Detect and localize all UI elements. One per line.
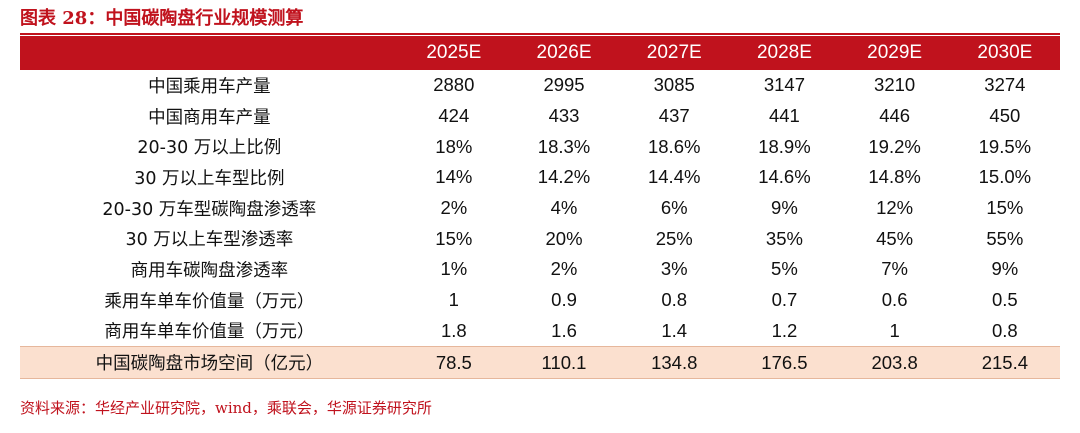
table-cell: 78.5 <box>398 346 509 379</box>
table-cell: 35% <box>765 227 803 249</box>
table-cell: 9% <box>991 258 1019 280</box>
table-cell: 3274 <box>984 74 1026 96</box>
header-cell-year: 2028E <box>729 36 840 70</box>
header-cell-year: 2029E <box>839 36 950 70</box>
table-row: 中国商用车产量 424 433 437 441 446 450 <box>20 101 1060 132</box>
table-cell: 1 <box>448 289 459 311</box>
row-label: 中国商用车产量 <box>148 107 271 128</box>
table-cell: 3% <box>660 258 688 280</box>
header-cell-label <box>20 36 399 70</box>
table-cell: 18.9% <box>758 135 811 157</box>
table-header-row: 2025E 2026E 2027E 2028E 2029E 2030E <box>20 36 1060 70</box>
table-cell: 14.2% <box>537 166 591 188</box>
table-cell: 203.8 <box>839 346 950 379</box>
market-size-table: 2025E 2026E 2027E 2028E 2029E 2030E 中国乘用… <box>20 36 1060 379</box>
table-cell: 215.4 <box>949 346 1060 379</box>
header-cell-year: 2026E <box>508 36 620 70</box>
source-note: 资料来源：华经产业研究院，wind，乘联会，华源证券研究所 <box>20 399 432 417</box>
table-cell: 446 <box>879 105 911 127</box>
table-cell: 176.5 <box>729 346 840 379</box>
table-cell: 25% <box>655 227 693 249</box>
table-cell: 20% <box>545 227 583 249</box>
table-cell: 15% <box>435 227 473 249</box>
table-cell: 110.1 <box>508 346 620 379</box>
row-label: 商用车单车价值量（万元） <box>104 322 315 343</box>
table-row: 乘用车单车价值量（万元） 1 0.9 0.8 0.7 0.6 0.5 <box>20 285 1060 316</box>
table-cell: 1% <box>440 258 468 280</box>
table-cell: 18.6% <box>647 135 701 157</box>
table-cell: 450 <box>989 105 1021 127</box>
table-cell: 2% <box>440 197 468 219</box>
table-cell: 2880 <box>433 74 475 96</box>
row-label: 20-30 万以上比例 <box>137 138 282 159</box>
table-cell: 134.8 <box>619 346 730 379</box>
header-cell-year: 2027E <box>619 36 730 70</box>
table-cell: 1.4 <box>661 319 688 341</box>
table-cell: 1 <box>889 319 900 341</box>
table-cell: 18.3% <box>537 135 591 157</box>
table-row: 30 万以上车型比例 14% 14.2% 14.4% 14.6% 14.8% 1… <box>20 162 1060 193</box>
table-cell: 19.5% <box>978 135 1032 157</box>
table-cell: 14.6% <box>758 166 811 188</box>
title-divider <box>20 33 1060 35</box>
table-cell: 0.5 <box>992 289 1018 311</box>
row-label: 30 万以上车型渗透率 <box>125 230 294 251</box>
table-cell: 14.8% <box>868 166 921 188</box>
table-cell: 2995 <box>543 74 585 96</box>
table-cell: 0.8 <box>661 289 688 311</box>
table-cell: 0.7 <box>771 289 798 311</box>
table-row: 商用车碳陶盘渗透率 1% 2% 3% 5% 7% 9% <box>20 254 1060 285</box>
header-cell-year: 2030E <box>949 36 1060 70</box>
table-cell: 12% <box>876 197 914 219</box>
table-cell: 1.2 <box>771 319 798 341</box>
table-cell: 2% <box>550 258 578 280</box>
table-cell: 14.4% <box>647 166 701 188</box>
table-cell: 3147 <box>763 74 805 96</box>
table-cell: 45% <box>876 227 914 249</box>
table-cell: 4% <box>550 197 578 219</box>
row-label: 20-30 万车型碳陶盘渗透率 <box>102 199 317 220</box>
table-cell: 19.2% <box>868 135 921 157</box>
table-cell: 441 <box>768 105 800 127</box>
table-cell: 6% <box>660 197 688 219</box>
table-row: 20-30 万车型碳陶盘渗透率 2% 4% 6% 9% 12% 15% <box>20 193 1060 224</box>
table-cell: 14% <box>435 166 473 188</box>
table-cell: 18% <box>435 135 473 157</box>
table-cell: 9% <box>771 197 798 219</box>
table-row: 20-30 万以上比例 18% 18.3% 18.6% 18.9% 19.2% … <box>20 131 1060 162</box>
table-cell: 0.8 <box>992 319 1018 341</box>
table-cell: 0.9 <box>551 289 577 311</box>
table-row: 30 万以上车型渗透率 15% 20% 25% 35% 45% 55% <box>20 223 1060 254</box>
table-cell: 0.6 <box>881 289 908 311</box>
table-cell: 5% <box>771 258 798 280</box>
row-label: 商用车碳陶盘渗透率 <box>130 260 289 281</box>
table-cell: 7% <box>881 258 908 280</box>
table-row: 商用车单车价值量（万元） 1.8 1.6 1.4 1.2 1 0.8 <box>20 316 1060 347</box>
table-cell: 15.0% <box>978 166 1032 188</box>
table-cell: 3085 <box>653 74 695 96</box>
row-label: 中国乘用车产量 <box>148 76 271 97</box>
table-cell: 1.8 <box>440 319 467 341</box>
table-cell: 437 <box>658 105 690 127</box>
table-row: 中国乘用车产量 2880 2995 3085 3147 3210 3274 <box>20 70 1060 101</box>
header-cell-year: 2025E <box>398 36 509 70</box>
table-cell: 15% <box>986 197 1024 219</box>
row-label: 中国碳陶盘市场空间（亿元） <box>20 346 399 379</box>
table-cell: 55% <box>986 227 1024 249</box>
table-cell: 424 <box>438 105 470 127</box>
total-row: 中国碳陶盘市场空间（亿元） 78.5 110.1 134.8 176.5 203… <box>20 346 1060 379</box>
table-cell: 433 <box>548 105 580 127</box>
figure-title: 图表 28：中国碳陶盘行业规模测算 <box>20 8 304 29</box>
table-cell: 3210 <box>874 74 916 96</box>
table-cell: 1.6 <box>551 319 577 341</box>
row-label: 乘用车单车价值量（万元） <box>104 291 315 312</box>
row-label: 30 万以上车型比例 <box>134 168 285 189</box>
